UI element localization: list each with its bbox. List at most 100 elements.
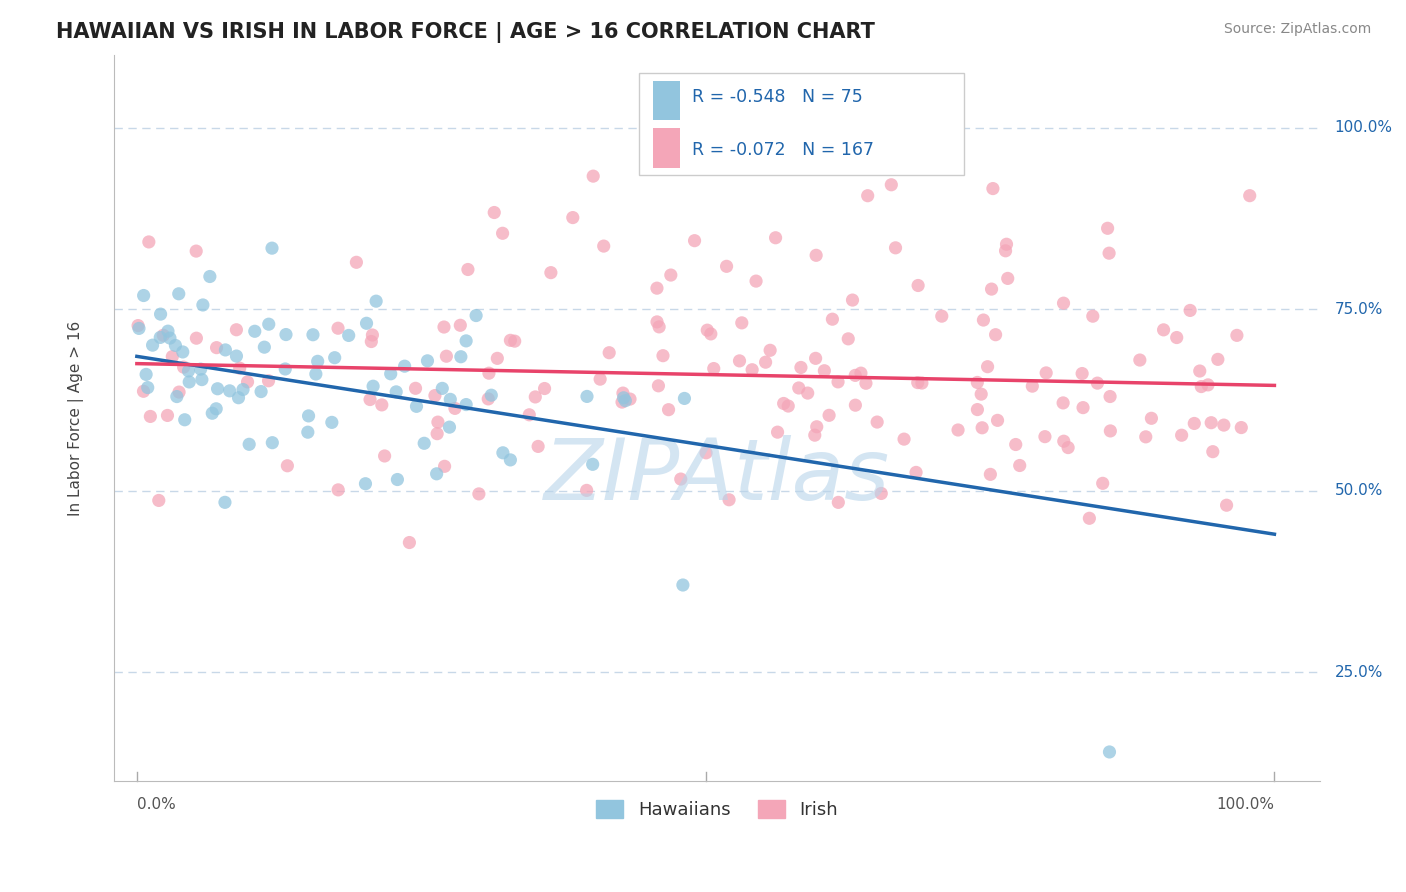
Irish: [683, 234, 706, 248]
Hawaiians: [190, 362, 212, 376]
Hawaiians: [167, 286, 190, 301]
Hawaiians: [613, 391, 636, 405]
Irish: [1091, 476, 1114, 491]
Hawaiians: [135, 368, 157, 382]
Irish: [132, 384, 155, 399]
Irish: [849, 366, 872, 380]
Irish: [880, 178, 903, 192]
Irish: [361, 328, 384, 343]
Text: R = -0.072   N = 167: R = -0.072 N = 167: [692, 141, 873, 159]
Irish: [503, 334, 526, 348]
Irish: [433, 320, 456, 334]
Irish: [821, 312, 844, 326]
Irish: [1197, 377, 1219, 392]
Hawaiians: [232, 383, 254, 397]
Hawaiians: [439, 420, 461, 434]
Hawaiians: [426, 467, 449, 481]
Irish: [1189, 379, 1212, 393]
Hawaiians: [673, 392, 696, 406]
Irish: [970, 387, 993, 401]
Text: 75.0%: 75.0%: [1334, 301, 1382, 317]
Irish: [837, 332, 859, 346]
Irish: [893, 432, 915, 446]
Text: 0.0%: 0.0%: [136, 797, 176, 812]
Irish: [700, 326, 723, 341]
Irish: [905, 466, 928, 480]
Irish: [228, 361, 250, 376]
Irish: [491, 227, 513, 241]
Hawaiians: [166, 390, 188, 404]
Irish: [1170, 428, 1192, 442]
Irish: [540, 266, 562, 280]
Irish: [426, 426, 449, 441]
Hawaiians: [201, 406, 224, 420]
Irish: [1178, 303, 1201, 318]
Irish: [966, 402, 988, 417]
Irish: [976, 359, 998, 374]
Hawaiians: [274, 362, 297, 376]
Hawaiians: [672, 578, 695, 592]
Hawaiians: [149, 330, 172, 344]
Irish: [236, 375, 259, 389]
Irish: [1140, 411, 1163, 425]
Hawaiians: [159, 331, 181, 345]
Irish: [499, 334, 522, 348]
Hawaiians: [156, 324, 179, 338]
Hawaiians: [238, 437, 260, 451]
Hawaiians: [214, 495, 236, 509]
Hawaiians: [321, 416, 343, 430]
Hawaiians: [149, 307, 172, 321]
Bar: [638, 73, 965, 175]
Irish: [972, 421, 994, 435]
Irish: [980, 282, 1002, 296]
Irish: [984, 327, 1007, 342]
Text: ZIPAtlas: ZIPAtlas: [544, 434, 890, 517]
Hawaiians: [366, 294, 388, 309]
Irish: [1057, 441, 1080, 455]
Hawaiians: [582, 458, 605, 472]
Hawaiians: [214, 343, 236, 357]
Irish: [1071, 401, 1094, 415]
Irish: [225, 323, 247, 337]
Irish: [173, 360, 195, 375]
Irish: [127, 318, 149, 333]
Hawaiians: [191, 373, 214, 387]
Irish: [718, 492, 741, 507]
Hawaiians: [198, 269, 221, 284]
Irish: [1004, 437, 1026, 451]
Hawaiians: [179, 375, 201, 389]
Hawaiians: [499, 453, 522, 467]
Hawaiians: [250, 384, 273, 399]
Irish: [866, 415, 889, 429]
Irish: [257, 374, 280, 388]
Irish: [911, 376, 934, 390]
Irish: [979, 467, 1001, 482]
Irish: [344, 255, 367, 269]
Irish: [589, 372, 612, 386]
Irish: [360, 334, 382, 349]
Irish: [703, 361, 725, 376]
Irish: [468, 487, 491, 501]
Irish: [444, 401, 467, 416]
Irish: [1182, 417, 1205, 431]
Irish: [645, 281, 668, 295]
Irish: [1098, 246, 1121, 260]
Irish: [870, 486, 893, 500]
Irish: [741, 363, 763, 377]
Irish: [855, 376, 877, 391]
Irish: [405, 381, 427, 395]
Text: R = -0.548   N = 75: R = -0.548 N = 75: [692, 87, 862, 105]
Irish: [1021, 379, 1043, 393]
Hawaiians: [479, 388, 502, 402]
Irish: [592, 239, 614, 253]
Irish: [533, 382, 555, 396]
Hawaiians: [218, 384, 240, 398]
Irish: [1081, 309, 1104, 323]
Irish: [186, 244, 208, 259]
Irish: [449, 318, 471, 333]
Hawaiians: [260, 241, 283, 255]
Hawaiians: [307, 354, 329, 368]
Irish: [645, 315, 668, 329]
Hawaiians: [132, 288, 155, 302]
Irish: [1099, 424, 1122, 438]
